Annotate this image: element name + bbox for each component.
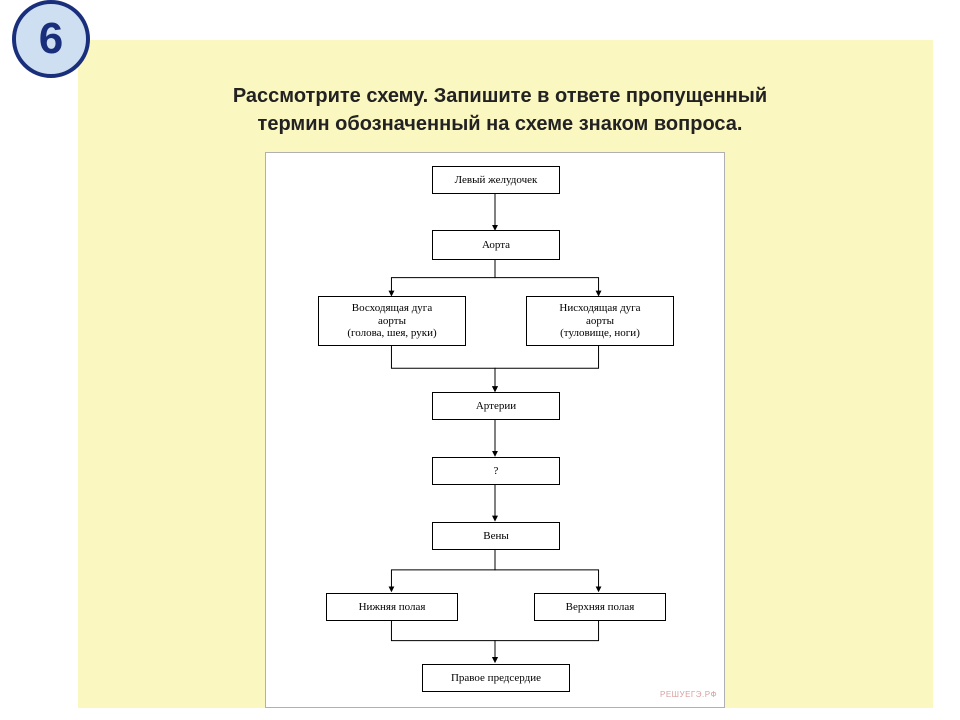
flowchart-node-n7: Вены [432, 522, 560, 550]
flowchart-node-n5: Артерии [432, 392, 560, 420]
question-line-1: Рассмотрите схему. Запишите в ответе про… [120, 82, 880, 110]
stage: 6 Рассмотрите схему. Запишите в ответе п… [0, 0, 960, 720]
watermark: РЕШУЕГЭ.РФ [660, 690, 717, 699]
flowchart-node-n6: ? [432, 457, 560, 485]
question-number: 6 [39, 14, 63, 64]
question-text: Рассмотрите схему. Запишите в ответе про… [120, 82, 880, 138]
flowchart-node-n3: Восходящая дугааорты(голова, шея, руки) [318, 296, 466, 346]
flowchart-diagram: Левый желудочек Аорта Восходящая дугааорты… [265, 152, 725, 708]
watermark-text: РЕШУЕГЭ.РФ [660, 690, 717, 699]
flowchart-node-n10: Правое предсердие [422, 664, 570, 692]
flowchart-node-n1: Левый желудочек [432, 166, 560, 194]
flowchart-node-n2: Аорта [432, 230, 560, 260]
flowchart-node-n8: Нижняя полая [326, 593, 458, 621]
flowchart-node-n9: Верхняя полая [534, 593, 666, 621]
question-number-badge: 6 [12, 0, 90, 78]
question-line-2: термин обозначенный на схеме знаком вопр… [120, 110, 880, 138]
flowchart-node-n4: Нисходящая дугааорты(туловище, ноги) [526, 296, 674, 346]
